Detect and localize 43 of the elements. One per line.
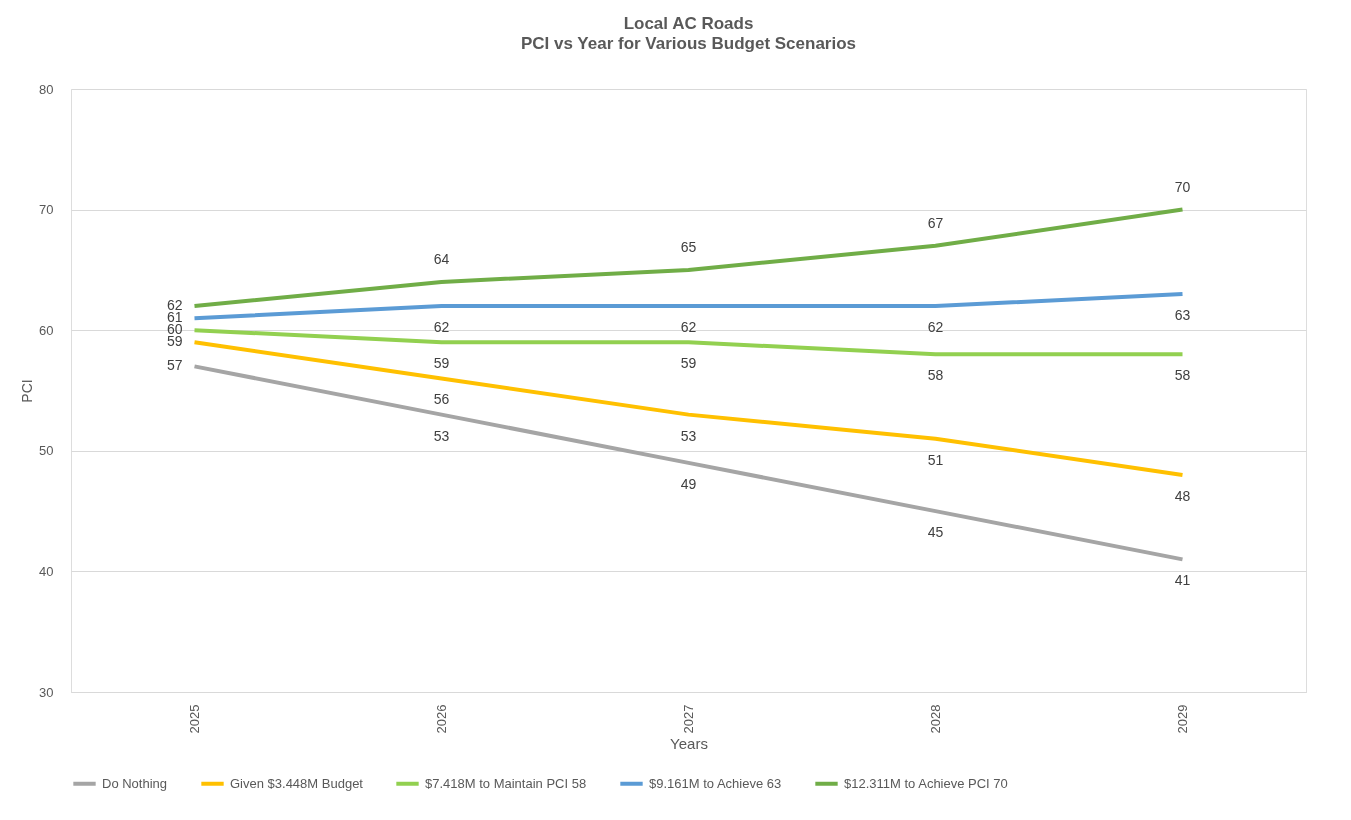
data-label: 48 <box>1174 487 1191 504</box>
x-axis-title: Years <box>670 735 708 753</box>
y-tick-label: 50 <box>39 443 54 459</box>
data-label: 62 <box>927 319 944 336</box>
data-label: 59 <box>166 333 183 350</box>
legend-label: $7.418M to Maintain PCI 58 <box>425 775 587 791</box>
data-label: 53 <box>680 427 697 444</box>
y-axis-title: PCI <box>19 379 36 403</box>
y-tick-label: 40 <box>39 563 54 579</box>
chart-title: Local AC Roads <box>623 14 754 33</box>
data-label: 53 <box>433 427 450 444</box>
data-label: 70 <box>1174 178 1191 195</box>
data-label: 58 <box>927 367 944 384</box>
x-tick-label: 2027 <box>681 704 696 734</box>
legend-label: Do Nothing <box>102 775 168 791</box>
x-tick-label: 2029 <box>1175 704 1190 734</box>
data-label: 67 <box>927 214 944 231</box>
y-tick-label: 70 <box>39 202 54 218</box>
legend-label: $9.161M to Achieve 63 <box>649 775 782 791</box>
data-label: 65 <box>680 238 697 255</box>
legend-label: Given $3.448M Budget <box>230 775 364 791</box>
data-label: 64 <box>433 250 450 267</box>
line-series <box>192 207 1185 309</box>
chart-subtitle: PCI vs Year for Various Budget Scenarios <box>520 34 857 53</box>
data-label: 63 <box>1174 307 1191 324</box>
data-label: 62 <box>680 319 697 336</box>
data-label: 59 <box>433 355 450 372</box>
x-tick-label: 2028 <box>928 704 943 734</box>
legend-label: $12.311M to Achieve PCI 70 <box>844 775 1008 791</box>
x-tick-label: 2025 <box>187 704 202 734</box>
data-label: 51 <box>927 451 944 468</box>
y-tick-label: 80 <box>39 81 54 97</box>
y-tick-label: 60 <box>39 322 54 338</box>
data-label: 56 <box>433 391 450 408</box>
data-label: 49 <box>680 475 697 492</box>
y-tick-label: 30 <box>39 684 54 700</box>
x-tick-label: 2026 <box>434 704 449 734</box>
data-label: 58 <box>1174 367 1191 384</box>
data-label: 57 <box>166 357 183 374</box>
data-label: 41 <box>1174 572 1191 589</box>
data-label: 45 <box>927 524 944 541</box>
data-label: 62 <box>433 319 450 336</box>
data-label: 59 <box>680 355 697 372</box>
